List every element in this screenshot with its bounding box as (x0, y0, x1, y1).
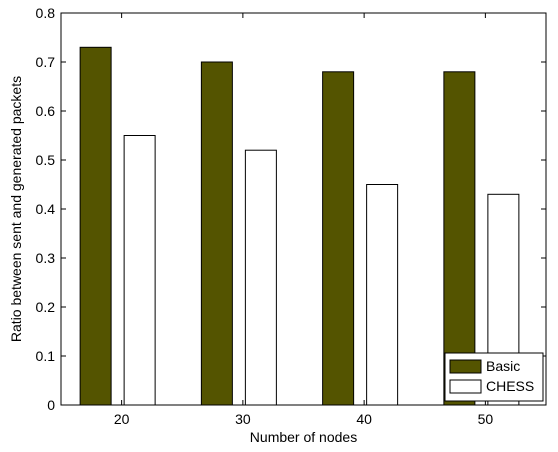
tick-layer: 0 0.1 0.2 0.3 0.4 0.5 0.6 0.7 0.8 20 30 40 50 (36, 5, 546, 427)
bar-basic-20 (79, 46, 112, 406)
plot-frame (60, 12, 547, 406)
y-tick-label: 0.1 (36, 348, 56, 364)
x-tick-label: 30 (235, 411, 251, 427)
legend-label-chess: CHESS (486, 378, 534, 394)
x-tick-label: 20 (114, 411, 130, 427)
bar-chess-20 (123, 135, 156, 406)
y-tick-label: 0.4 (36, 201, 56, 217)
x-axis-label: Number of nodes (250, 429, 357, 445)
bar-chess-30 (244, 149, 277, 406)
y-tick-label: 0.7 (36, 54, 56, 70)
legend-label-basic: Basic (486, 358, 520, 374)
y-tick-label: 0.3 (36, 250, 56, 266)
y-tick-label: 0.6 (36, 103, 56, 119)
y-axis-label: Ratio between sent and generated packets (8, 76, 24, 342)
y-tick-label: 0.8 (36, 5, 56, 21)
bar-chess-40 (366, 184, 399, 406)
legend-swatch-chess (449, 379, 482, 394)
bar-basic-30 (200, 61, 233, 406)
legend: Basic CHESS (444, 352, 544, 402)
x-tick-label: 40 (356, 411, 372, 427)
legend-swatch-basic (449, 359, 482, 374)
y-tick-label: 0 (47, 397, 55, 413)
y-tick-label: 0.2 (36, 299, 56, 315)
bars-layer (79, 46, 520, 406)
bar-basic-40 (322, 71, 355, 406)
x-tick-label: 50 (478, 411, 494, 427)
y-tick-label: 0.5 (36, 152, 56, 168)
